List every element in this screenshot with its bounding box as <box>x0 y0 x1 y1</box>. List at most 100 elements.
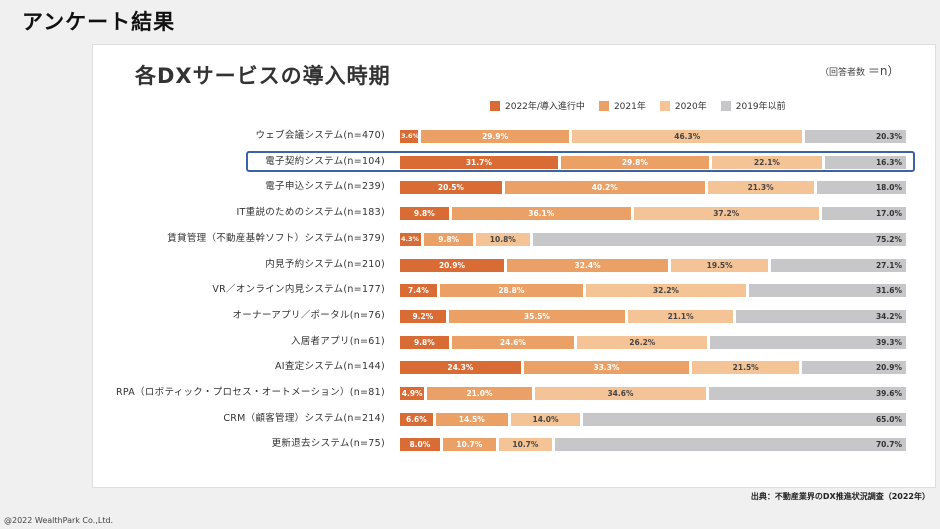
bar-segment-2019-earlier: 20.3% <box>805 130 906 143</box>
chart-legend: 2022年/導入進行中 2021年 2020年 2019年以前 <box>490 99 786 112</box>
row-label: 電子契約システム(n=104) <box>265 155 385 167</box>
legend-item-2019-earlier: 2019年以前 <box>720 99 786 112</box>
bar-segment-2020: 14.0% <box>510 412 581 426</box>
bar-segment-2020: 32.2% <box>585 284 746 298</box>
bar-segment-2020: 22.1% <box>711 155 822 169</box>
bar-segment-2019-earlier: 16.3% <box>824 155 906 169</box>
legend-label: 2021年 <box>613 102 646 112</box>
bar-segment-2022: 20.9% <box>400 258 504 272</box>
bar-segment-2020: 21.5% <box>692 361 800 375</box>
stacked-bar: 9.8% 24.6% 26.2% 39.3% <box>400 335 906 349</box>
stacked-bar: 20.5% 40.2% 21.3% 18.0% <box>400 181 906 195</box>
source-note: 出典：不動産業界のDX推進状況調査（2022年） <box>750 492 930 501</box>
bar-segment-2020: 10.8% <box>476 232 530 246</box>
bar-segment-2021: 9.8% <box>424 232 473 246</box>
bar-segment-2019-earlier: 34.2% <box>736 309 906 323</box>
bar-segment-2022: 20.5% <box>400 181 502 195</box>
bar-segment-2021: 21.0% <box>427 387 532 400</box>
legend-label: 2022年/導入進行中 <box>505 102 585 112</box>
bar-segment-2021: 33.3% <box>523 361 690 375</box>
legend-item-2021: 2021年 <box>598 99 646 112</box>
chart-title: 各DXサービスの導入時期 <box>135 64 391 88</box>
bar-segment-2021: 35.5% <box>448 309 626 323</box>
stacked-bar: 31.7% 29.8% 22.1% 16.3% <box>400 155 906 169</box>
bar-segment-2020: 21.1% <box>628 309 734 323</box>
bar-segment-2020: 21.3% <box>707 181 814 195</box>
bar-segment-2022: 9.8% <box>400 335 449 349</box>
bar-segment-2019-earlier: 20.9% <box>802 361 906 375</box>
highlight-box <box>246 151 915 172</box>
bar-segment-2021: 40.2% <box>504 181 705 195</box>
stacked-bar: 20.9% 32.4% 19.5% 27.1% <box>400 258 906 272</box>
bar-segment-2021: 10.7% <box>442 438 496 452</box>
bar-segment-2019-earlier: 17.0% <box>821 207 906 221</box>
row-label: 賃貸管理（不動産基幹ソフト）システム(n=379) <box>167 232 385 244</box>
stacked-bar: 9.2% 35.5% 21.1% 34.2% <box>400 309 906 323</box>
bar-segment-2022: 9.8% <box>400 207 449 221</box>
copyright: @2022 WealthPark Co.,Ltd. <box>4 516 114 525</box>
bar-segment-2020: 46.3% <box>572 130 803 143</box>
bar-segment-2022: 3.6% <box>400 130 419 143</box>
bar-segment-2021: 28.8% <box>439 284 583 298</box>
bar-segment-2020: 10.7% <box>498 438 552 452</box>
bar-segment-2019-earlier: 70.7% <box>554 438 906 452</box>
bar-segment-2021: 29.8% <box>560 155 709 169</box>
row-label: RPA（ロボティック・プロセス・オートメーション）(n=81) <box>115 387 385 398</box>
row-label: オーナーアプリ／ポータル(n=76) <box>232 309 385 321</box>
bar-segment-2019-earlier: 39.6% <box>709 387 906 400</box>
page-heading: アンケート結果 <box>22 10 176 34</box>
legend-swatch <box>659 100 670 111</box>
stacked-bar: 4.9% 21.0% 34.6% 39.6% <box>400 387 906 400</box>
stacked-bar: 6.6% 14.5% 14.0% 65.0% <box>400 412 906 426</box>
row-label: AI査定システム(n=144) <box>274 361 385 373</box>
stacked-bar: 8.0% 10.7% 10.7% 70.7% <box>400 438 906 452</box>
row-label: CRM（顧客管理）システム(n=214) <box>223 412 385 424</box>
bar-segment-2019-earlier: 18.0% <box>816 181 906 195</box>
bar-segment-2022: 6.6% <box>400 412 433 426</box>
bar-segment-2019-earlier: 65.0% <box>583 412 906 426</box>
respondent-note: （回答者数 ＝n） <box>820 62 900 79</box>
bar-segment-2019-earlier: 75.2% <box>532 232 906 246</box>
stacked-bar: 24.3% 33.3% 21.5% 20.9% <box>400 361 906 375</box>
stacked-bar: 9.8% 36.1% 37.2% 17.0% <box>400 207 906 221</box>
row-label: ウェブ会議システム(n=470) <box>255 130 385 141</box>
bar-segment-2021: 24.6% <box>451 335 575 349</box>
row-label: 入居者アプリ(n=61) <box>290 335 385 347</box>
row-label: IT重説のためのシステム(n=183) <box>236 207 385 219</box>
legend-swatch <box>490 100 500 111</box>
bar-segment-2022: 4.3% <box>400 232 422 246</box>
legend-label: 2020年 <box>674 102 707 112</box>
bar-segment-2021: 36.1% <box>451 207 631 221</box>
row-label: 電子申込システム(n=239) <box>265 181 385 193</box>
stacked-bar: 3.6% 29.9% 46.3% 20.3% <box>400 130 906 143</box>
bar-segment-2020: 37.2% <box>633 207 819 221</box>
bar-segment-2019-earlier: 39.3% <box>710 335 906 349</box>
stacked-bar: 4.3% 9.8% 10.8% 75.2% <box>400 232 906 246</box>
legend-item-2022: 2022年/導入進行中 <box>490 99 585 112</box>
respondent-note-suffix: ＝n） <box>867 64 900 78</box>
stacked-bar: 7.4% 28.8% 32.2% 31.6% <box>400 284 906 298</box>
bar-segment-2022: 9.2% <box>400 309 446 323</box>
bar-segment-2021: 29.9% <box>420 130 570 143</box>
bar-segment-2019-earlier: 27.1% <box>771 258 906 272</box>
bar-segment-2021: 14.5% <box>435 412 508 426</box>
bar-segment-2020: 34.6% <box>534 387 707 400</box>
legend-swatch <box>720 100 731 111</box>
legend-swatch <box>598 100 609 111</box>
row-label: VR／オンライン内見システム(n=177) <box>212 284 385 296</box>
bar-segment-2022: 4.9% <box>400 387 425 400</box>
bar-segment-2020: 19.5% <box>671 258 769 272</box>
bar-segment-2022: 8.0% <box>400 438 440 452</box>
row-label: 更新退去システム(n=75) <box>271 438 385 450</box>
bar-segment-2022: 31.7% <box>400 155 558 169</box>
respondent-note-prefix: （回答者数 <box>820 68 866 78</box>
bar-segment-2019-earlier: 31.6% <box>748 284 906 298</box>
row-label: 内見予約システム(n=210) <box>265 258 385 270</box>
bar-segment-2021: 32.4% <box>506 258 669 272</box>
legend-label: 2019年以前 <box>735 102 786 112</box>
bar-segment-2022: 24.3% <box>400 361 521 375</box>
bar-segment-2022: 7.4% <box>400 284 437 298</box>
bar-segment-2020: 26.2% <box>577 335 708 349</box>
legend-item-2020: 2020年 <box>659 99 707 112</box>
